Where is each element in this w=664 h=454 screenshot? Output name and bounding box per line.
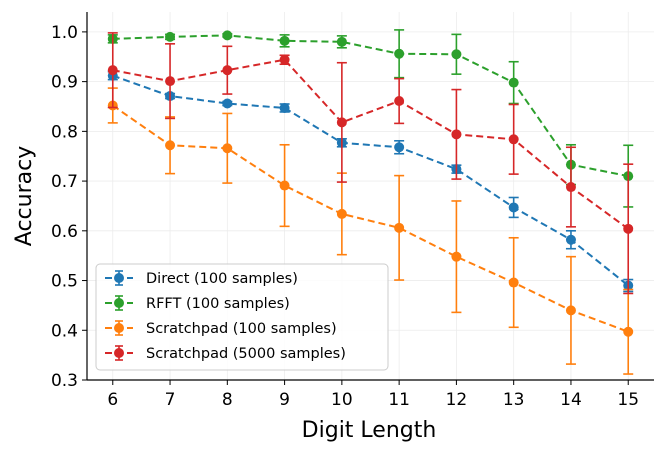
data-point	[222, 98, 233, 109]
x-tick-label: 15	[617, 390, 639, 410]
data-point	[279, 35, 290, 46]
y-tick-label: 0.9	[51, 73, 78, 93]
legend-entry: Scratchpad (100 samples)	[105, 320, 337, 337]
legend-label: Scratchpad (5000 samples)	[146, 346, 346, 362]
data-point	[451, 251, 462, 262]
data-point	[565, 305, 576, 316]
x-tick-label: 14	[560, 390, 582, 410]
data-point	[165, 140, 176, 151]
data-point	[165, 76, 176, 87]
data-point	[508, 277, 519, 288]
data-point	[222, 30, 233, 41]
series-1	[107, 29, 634, 208]
x-tick-label: 8	[222, 390, 233, 410]
data-point	[394, 48, 405, 59]
y-tick-label: 0.4	[51, 321, 78, 341]
y-tick-label: 1.0	[51, 23, 78, 43]
data-point	[222, 143, 233, 154]
x-tick-label: 12	[446, 390, 468, 410]
series-line	[112, 74, 629, 287]
data-point	[451, 49, 462, 60]
legend-marker	[114, 323, 124, 333]
y-tick-label: 0.5	[51, 272, 78, 292]
legend-label: RFFT (100 samples)	[146, 296, 290, 312]
y-axis-title: Accuracy	[12, 146, 37, 246]
legend-marker	[114, 298, 124, 308]
data-point	[565, 234, 576, 245]
x-axis-title: Digit Length	[302, 418, 437, 443]
y-tick-label: 0.3	[51, 371, 78, 391]
legend-marker	[114, 348, 124, 358]
legend-marker	[114, 273, 124, 283]
data-point	[336, 117, 347, 128]
legend-label: Scratchpad (100 samples)	[146, 321, 337, 337]
axes: 6 7 8 9 10 11 12 13 14 15 0.3 0.4 0.5 0.6 0.7 0.8 0.9 1.0	[51, 12, 654, 410]
data-point	[508, 134, 519, 145]
y-tick-label: 0.8	[51, 122, 78, 142]
x-tick-label: 9	[279, 390, 290, 410]
data-point	[565, 182, 576, 193]
data-point	[451, 129, 462, 140]
series-3	[107, 32, 634, 295]
data-point	[165, 31, 176, 42]
series-line	[112, 34, 629, 178]
legend-entry: Scratchpad (5000 samples)	[105, 345, 346, 362]
data-point	[508, 202, 519, 213]
legend-entry: RFFT (100 samples)	[105, 295, 290, 312]
series-line	[112, 104, 629, 333]
data-point	[336, 36, 347, 47]
series-line	[112, 58, 629, 230]
legend-box	[95, 263, 389, 371]
data-point	[623, 223, 634, 234]
data-point	[279, 54, 290, 65]
data-point	[279, 180, 290, 191]
x-tick-label: 13	[503, 390, 525, 410]
series-layer	[107, 29, 634, 375]
x-tick-label: 11	[388, 390, 410, 410]
legend: Direct (100 samples) RFFT (100 samples) Sc…	[95, 263, 389, 371]
y-tick-label: 0.6	[51, 222, 78, 242]
data-point	[394, 142, 405, 153]
data-point	[222, 65, 233, 76]
data-point	[394, 222, 405, 233]
y-tick-label: 0.7	[51, 172, 78, 192]
data-point	[394, 96, 405, 107]
legend-entry: Direct (100 samples)	[105, 270, 298, 287]
data-point	[107, 65, 118, 76]
data-point	[508, 77, 519, 88]
data-point	[623, 326, 634, 337]
data-point	[279, 102, 290, 113]
x-tick-label: 7	[165, 390, 176, 410]
x-tick-label: 10	[331, 390, 353, 410]
legend-label: Direct (100 samples)	[146, 271, 298, 287]
data-point	[336, 208, 347, 219]
x-tick-label: 6	[107, 390, 118, 410]
